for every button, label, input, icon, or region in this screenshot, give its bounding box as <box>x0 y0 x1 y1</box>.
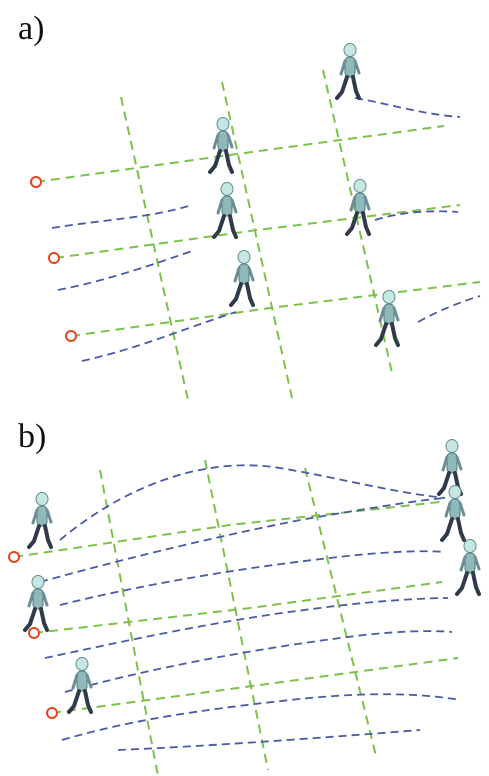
start-point-icon <box>8 551 20 563</box>
walking-character-icon <box>67 655 93 714</box>
panel-b-label: b) <box>18 418 47 455</box>
walking-character-icon <box>229 248 255 307</box>
start-point-icon <box>48 252 60 264</box>
walking-character-icon <box>208 115 234 174</box>
grid-lines-a <box>35 69 481 400</box>
start-point-icon <box>46 707 58 719</box>
walking-character-icon <box>335 41 361 100</box>
walking-character-icon <box>374 288 400 347</box>
start-point-icon <box>30 176 42 188</box>
start-point-icon <box>28 627 40 639</box>
panel-a-label: a) <box>18 10 45 47</box>
walking-character-icon <box>23 573 49 632</box>
start-point-icon <box>65 330 77 342</box>
panel-a-diagram <box>30 41 481 400</box>
trajectories-a <box>51 97 481 362</box>
walking-character-icon <box>440 483 466 542</box>
walking-character-icon <box>455 537 481 596</box>
panel-b-diagram <box>8 437 481 776</box>
walking-character-icon <box>27 490 53 549</box>
grid-lines-b <box>13 459 459 776</box>
trajectories-b <box>39 464 461 751</box>
walking-character-icon <box>212 180 238 239</box>
